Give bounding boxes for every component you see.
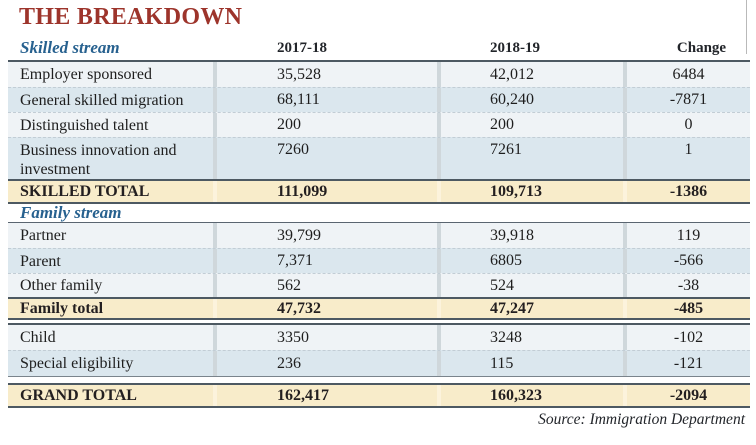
breakdown-table: Skilled stream 2017-18 2018-19 Change Em… [8, 38, 750, 408]
total-label: Family total [20, 300, 104, 317]
value-2017-18: 562 [213, 274, 437, 297]
total-label: SKILLED TOTAL [20, 183, 150, 200]
value-2018-19: 524 [437, 274, 623, 297]
total-2018-19: 109,713 [437, 181, 623, 202]
total-change: -485 [623, 299, 750, 318]
row-label: Distinguished talent [20, 116, 149, 134]
total-2018-19: 160,323 [437, 385, 623, 406]
row-label: Business innovation and investment [20, 142, 177, 178]
table-row-family-total: Family total 47,732 47,247 -485 [8, 297, 750, 320]
value-2017-18: 39,799 [213, 223, 437, 248]
total-change: -1386 [623, 181, 750, 202]
table-header-row: Skilled stream 2017-18 2018-19 Change [8, 38, 750, 62]
section-row-family-stream: Family stream [8, 204, 750, 223]
total-2017-18: 47,732 [213, 299, 437, 318]
value-change: 1 [623, 138, 750, 179]
row-label: Parent [20, 252, 61, 270]
value-change: -38 [623, 274, 750, 297]
value-2018-19: 39,918 [437, 223, 623, 248]
total-2017-18: 162,417 [213, 385, 437, 406]
table-row-partner: Partner 39,799 39,918 119 [8, 223, 750, 248]
value-2017-18: 7260 [213, 138, 437, 179]
value-change: -7871 [623, 88, 750, 112]
value-change: -121 [623, 351, 750, 376]
table-row-grand-total: GRAND TOTAL 162,417 160,323 -2094 [8, 383, 750, 408]
row-label: Partner [20, 227, 67, 244]
other-rows-group: Child 3350 3248 -102 Special eligibility… [8, 323, 750, 377]
total-label: GRAND TOTAL [20, 387, 137, 404]
column-header-2018-19: 2018-19 [490, 40, 540, 56]
row-label: Employer sponsored [20, 66, 152, 83]
column-header-2017-18: 2017-18 [277, 40, 327, 56]
column-header-change: Change [676, 40, 727, 56]
table-row-employer-sponsored: Employer sponsored 35,528 42,012 6484 [8, 62, 750, 87]
table-row-business-innovation: Business innovation and investment 7260 … [8, 137, 750, 179]
page-title: THE BREAKDOWN [19, 4, 243, 30]
value-change: 119 [623, 223, 750, 248]
value-change: -102 [623, 325, 750, 350]
source-credit: Source: Immigration Department [538, 411, 745, 428]
value-2018-19: 7261 [437, 138, 623, 179]
value-2017-18: 200 [213, 113, 437, 137]
row-label: General skilled migration [20, 91, 184, 109]
section-label-family-stream: Family stream [20, 203, 122, 222]
row-label: Child [20, 329, 56, 346]
table-row-special-eligibility: Special eligibility 236 115 -121 [8, 350, 750, 376]
value-change: 6484 [623, 62, 750, 87]
section-label-skilled-stream: Skilled stream [20, 38, 120, 57]
table-row-general-skilled-migration: General skilled migration 68,111 60,240 … [8, 87, 750, 112]
value-2017-18: 35,528 [213, 62, 437, 87]
table-row-distinguished-talent: Distinguished talent 200 200 0 [8, 112, 750, 137]
total-change: -2094 [623, 385, 750, 406]
row-label: Special eligibility [20, 355, 134, 372]
total-2018-19: 47,247 [437, 299, 623, 318]
value-2018-19: 42,012 [437, 62, 623, 87]
value-2017-18: 236 [213, 351, 437, 376]
table-row-parent: Parent 7,371 6805 -566 [8, 248, 750, 273]
value-2017-18: 3350 [213, 325, 437, 350]
value-change: -566 [623, 249, 750, 273]
table-row-other-family: Other family 562 524 -38 [8, 273, 750, 297]
value-2017-18: 7,371 [213, 249, 437, 273]
table-row-skilled-total: SKILLED TOTAL 111,099 109,713 -1386 [8, 179, 750, 204]
value-2018-19: 115 [437, 351, 623, 376]
value-2018-19: 60,240 [437, 88, 623, 112]
value-2018-19: 200 [437, 113, 623, 137]
value-2017-18: 68,111 [213, 88, 437, 112]
column-rule [746, 0, 747, 54]
row-label: Other family [20, 277, 103, 294]
table-row-child: Child 3350 3248 -102 [8, 325, 750, 350]
value-2018-19: 3248 [437, 325, 623, 350]
value-change: 0 [623, 113, 750, 137]
value-2018-19: 6805 [437, 249, 623, 273]
total-2017-18: 111,099 [213, 181, 437, 202]
